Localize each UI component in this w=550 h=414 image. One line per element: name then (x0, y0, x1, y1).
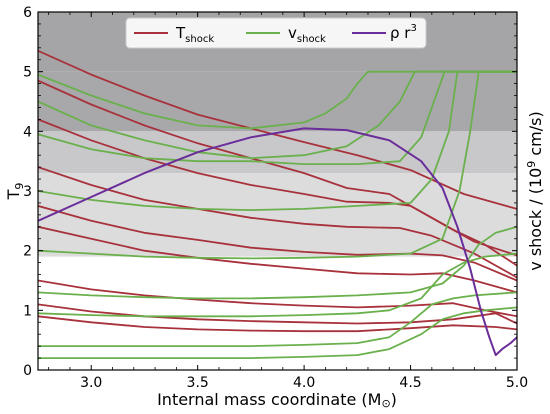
band-3 (38, 173, 517, 257)
T-shock-line-8 (38, 303, 517, 325)
x-axis-title: Internal mass coordinate (M⊙) (157, 390, 397, 410)
legend-rho-sup: 3 (410, 23, 416, 34)
legend-v-sub: shock (297, 34, 326, 45)
T-shock-line-9 (38, 315, 517, 333)
legend-rho-main: ρ r (390, 24, 411, 42)
y2-axis-title-main: v shock / (10 (526, 168, 545, 271)
x-tick-label: 5.0 (506, 375, 528, 391)
x-tick-label: 3.5 (187, 375, 209, 391)
y-tick-label: 1 (23, 303, 32, 319)
y2-axis-title-sup: 9 (525, 161, 538, 168)
y-tick-label: 0 (23, 363, 32, 379)
x-tick-label: 4.5 (399, 375, 421, 391)
T-shock-line-5 (38, 204, 517, 282)
x-tick-label: 3.0 (80, 375, 102, 391)
v-shock-line-2 (38, 70, 517, 160)
band-1 (38, 71, 517, 132)
y-axis-title: T9 (4, 183, 26, 201)
legend-t-main: T (175, 24, 186, 42)
legend-t-sub: shock (185, 34, 214, 45)
y-axis-title-main: T (4, 189, 23, 200)
y-tick-label: 4 (23, 124, 32, 140)
v-shock-line-3 (38, 70, 517, 166)
rho-r3-line-1 (38, 127, 517, 357)
x-axis-title-close: ) (391, 390, 397, 409)
T-shock-line-4 (38, 166, 517, 279)
y-tick-label: 3 (23, 184, 32, 200)
T-shock-line-7 (38, 279, 517, 318)
y-axis-title-sub: 9 (13, 183, 26, 190)
v-shock-line-5 (38, 70, 517, 260)
x-tick-label: 4.0 (293, 375, 315, 391)
legend-v-main: v (288, 24, 297, 42)
axis-ticks: 3.0 3.5 4.0 4.5 5.0 0 1 2 3 4 5 6 (23, 5, 528, 391)
y2-axis-title-close: cm/s) (526, 111, 545, 160)
v-shock-line-7 (38, 252, 517, 318)
v-shock-line-6 (38, 225, 517, 300)
y-tick-label: 5 (23, 65, 32, 81)
legend: Tshock vshock ρ r3 (125, 17, 427, 49)
v-shock-line-1 (38, 70, 517, 130)
x-axis-title-unit-symbol: ⊙ (381, 397, 390, 410)
legend-label-rho-r3: ρ r3 (390, 23, 417, 42)
series-lines (38, 49, 517, 360)
x-axis-title-main: Internal mass coordinate (M (157, 390, 381, 409)
legend-label-t-shock: Tshock (175, 24, 214, 45)
v-shock-line-8 (38, 291, 517, 348)
y2-axis-title: v shock / (109 cm/s) (525, 111, 545, 270)
legend-label-v-shock: vshock (288, 24, 326, 45)
v-shock-line-4 (38, 70, 517, 212)
y-tick-label: 6 (23, 5, 32, 21)
v-shock-line-9 (38, 306, 517, 360)
y-tick-label: 2 (23, 244, 32, 260)
